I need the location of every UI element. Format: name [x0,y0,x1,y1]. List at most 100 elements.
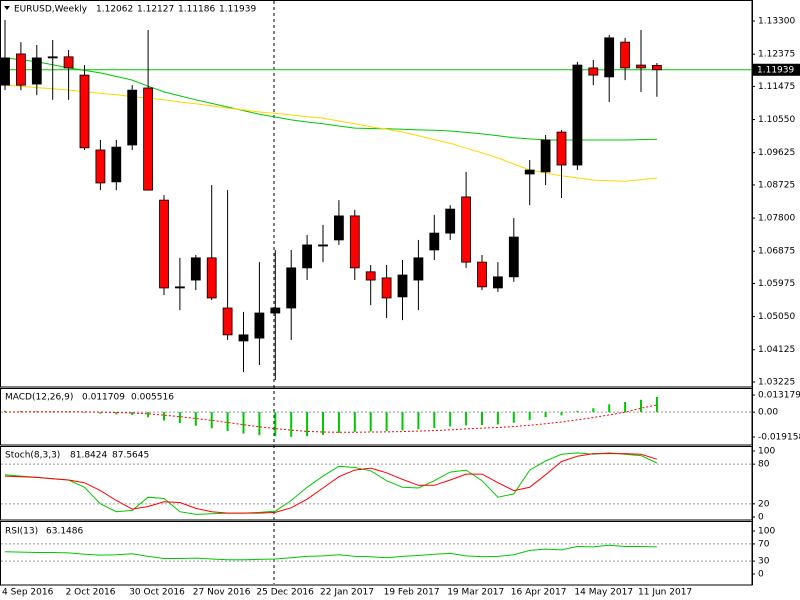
x-tick-label: 4 Sep 2016 [2,588,54,598]
candle-body [15,53,26,86]
stoch-title: Stoch(8,3,3) [5,451,60,461]
macd-bar [194,412,197,426]
candle-body [190,257,201,281]
rsi-value: 63.1486 [46,527,83,537]
candle-body [286,267,297,309]
y-tick-label: 0 [758,569,764,579]
macd-bar [131,412,134,415]
candle-body [174,286,185,289]
macd-bar [258,412,261,436]
macd-bar [290,412,293,437]
candle-body [445,208,456,234]
y-tick-label: 1.13300 [758,16,795,26]
macd-bar [83,412,86,413]
x-tick-label: 19 Mar 2017 [447,588,504,598]
macd-bar [306,412,309,437]
x-tick-label: 16 Apr 2017 [511,588,567,598]
candle-body [413,257,424,281]
candle-body [318,244,328,247]
y-tick-label: 30 [758,557,770,567]
macd-bar [640,399,642,413]
candle-body [556,131,567,166]
macd-bar [4,410,6,413]
macd-value: 0.011709 [82,393,125,403]
y-tick-label: 1.05975 [758,279,795,289]
y-tick-label: 70 [758,539,770,549]
candle-body [477,261,487,288]
y-tick-label: 1.03225 [758,377,795,387]
y-tick-label: 1.11475 [758,82,795,92]
y-tick-label: 100 [758,446,775,456]
y-tick-label: 1.07800 [758,214,795,224]
macd-bar [274,412,277,437]
candle-body [588,67,599,76]
candle-body [636,64,646,69]
y-tick-label: -0.019158 [758,433,800,443]
y-tick-label: 100 [758,527,775,537]
macd-bar [417,412,420,430]
x-tick-label: 19 Feb 2017 [384,588,440,598]
y-tick-label: 0.00 [758,408,778,418]
candle-body [461,196,472,263]
macd-bar [512,412,515,423]
macd-bar [369,412,372,432]
macd-bar [226,412,229,431]
candle-body [206,257,217,299]
macd-bar [337,412,340,433]
candle-body [31,57,42,85]
stoch-main-value: 81.8424 [70,451,107,461]
y-tick-label: 1.09625 [758,148,795,158]
candle-body [604,37,615,78]
macd-bar [210,412,213,429]
symbol-title: EURUSD,Weekly [14,5,88,15]
y-tick-label: 0.013179 [758,391,800,401]
macd-bar [449,412,452,427]
macd-bar [353,412,356,432]
macd-bar [178,412,181,424]
y-tick-label: 0 [758,513,764,523]
macd-bar [576,410,579,413]
macd-bar [465,412,468,426]
candle-body [365,271,376,281]
y-tick-label: 20 [758,499,770,509]
x-tick-label: 14 May 2017 [574,588,633,598]
macd-bar [433,412,436,428]
macd-bar [608,404,611,413]
stoch-line [4,452,658,515]
open-value: 1.12062 [96,5,133,15]
candle-body [63,56,74,69]
candle-body [652,64,662,71]
macd-bar [592,408,595,413]
price-label-box [753,63,800,76]
y-tick-label: 1.05050 [758,312,795,322]
y-tick-label: 1.10550 [758,115,795,125]
candle-body [95,149,106,184]
macd-bar [147,412,150,418]
candle-body [572,64,583,166]
candle-body [524,169,535,175]
candle-body [127,89,138,146]
macd-bar [655,396,658,413]
candle-body [381,277,392,299]
candle-body [0,57,10,86]
x-tick-label: 27 Nov 2016 [193,588,251,598]
collapse-marker[interactable] [4,6,10,10]
macd-bar [51,411,54,413]
macd-bar [560,412,563,416]
candle-body [508,236,519,278]
macd-bar [528,412,531,420]
macd-bar [401,412,404,431]
macd-signal-line [4,404,657,433]
macd-bar [624,401,627,413]
y-tick-label: 80 [758,460,770,470]
moving-average [4,84,657,182]
y-tick-label: 1.08725 [758,180,795,190]
candle-body [238,334,249,342]
x-tick-label: 2 Oct 2016 [66,588,116,598]
candle-body [349,215,360,269]
macd-bar [115,412,118,415]
macd-title: MACD(12,26,9) [5,393,73,403]
macd-bar [67,411,70,413]
